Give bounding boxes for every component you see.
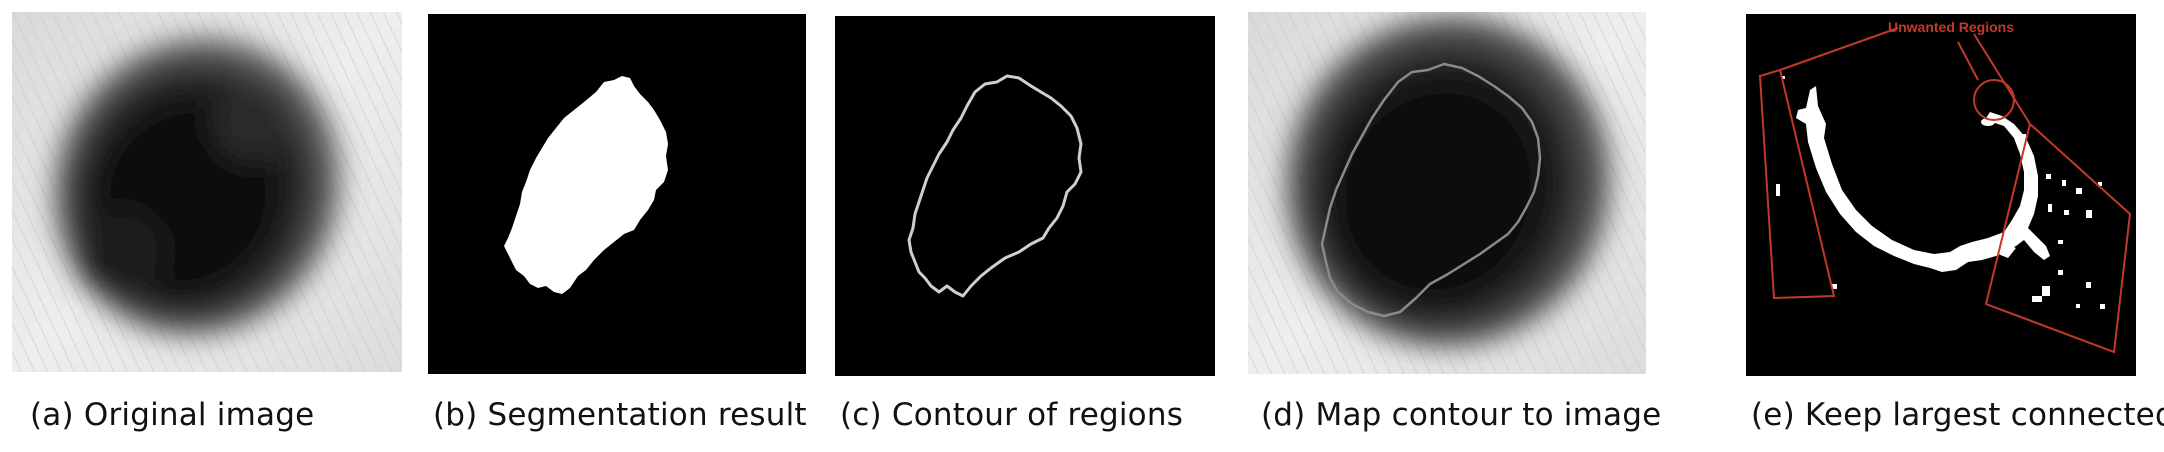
unwanted-regions-label: Unwanted Regions <box>1888 19 2014 35</box>
original-image <box>12 12 402 372</box>
small-regions <box>1776 76 2105 309</box>
segmented-region <box>504 76 668 294</box>
largest-component <box>1796 86 2050 272</box>
region-contour <box>907 74 1083 298</box>
mapped-contour <box>1320 62 1542 318</box>
unwanted-region-markers <box>1758 27 2132 354</box>
caption-c: (c) Contour of regions <box>840 397 1184 433</box>
caption-e: (e) Keep largest connected <box>1751 397 2164 433</box>
contour-image <box>835 16 1215 376</box>
segmentation-mask <box>428 14 806 374</box>
caption-a: (a) Original image <box>30 397 315 433</box>
caption-d: (d) Map contour to image <box>1261 397 1662 433</box>
caption-b: (b) Segmentation result <box>433 397 807 433</box>
largest-connected-image: Unwanted Regions <box>1746 14 2136 376</box>
contour-overlay-image <box>1248 12 1646 374</box>
